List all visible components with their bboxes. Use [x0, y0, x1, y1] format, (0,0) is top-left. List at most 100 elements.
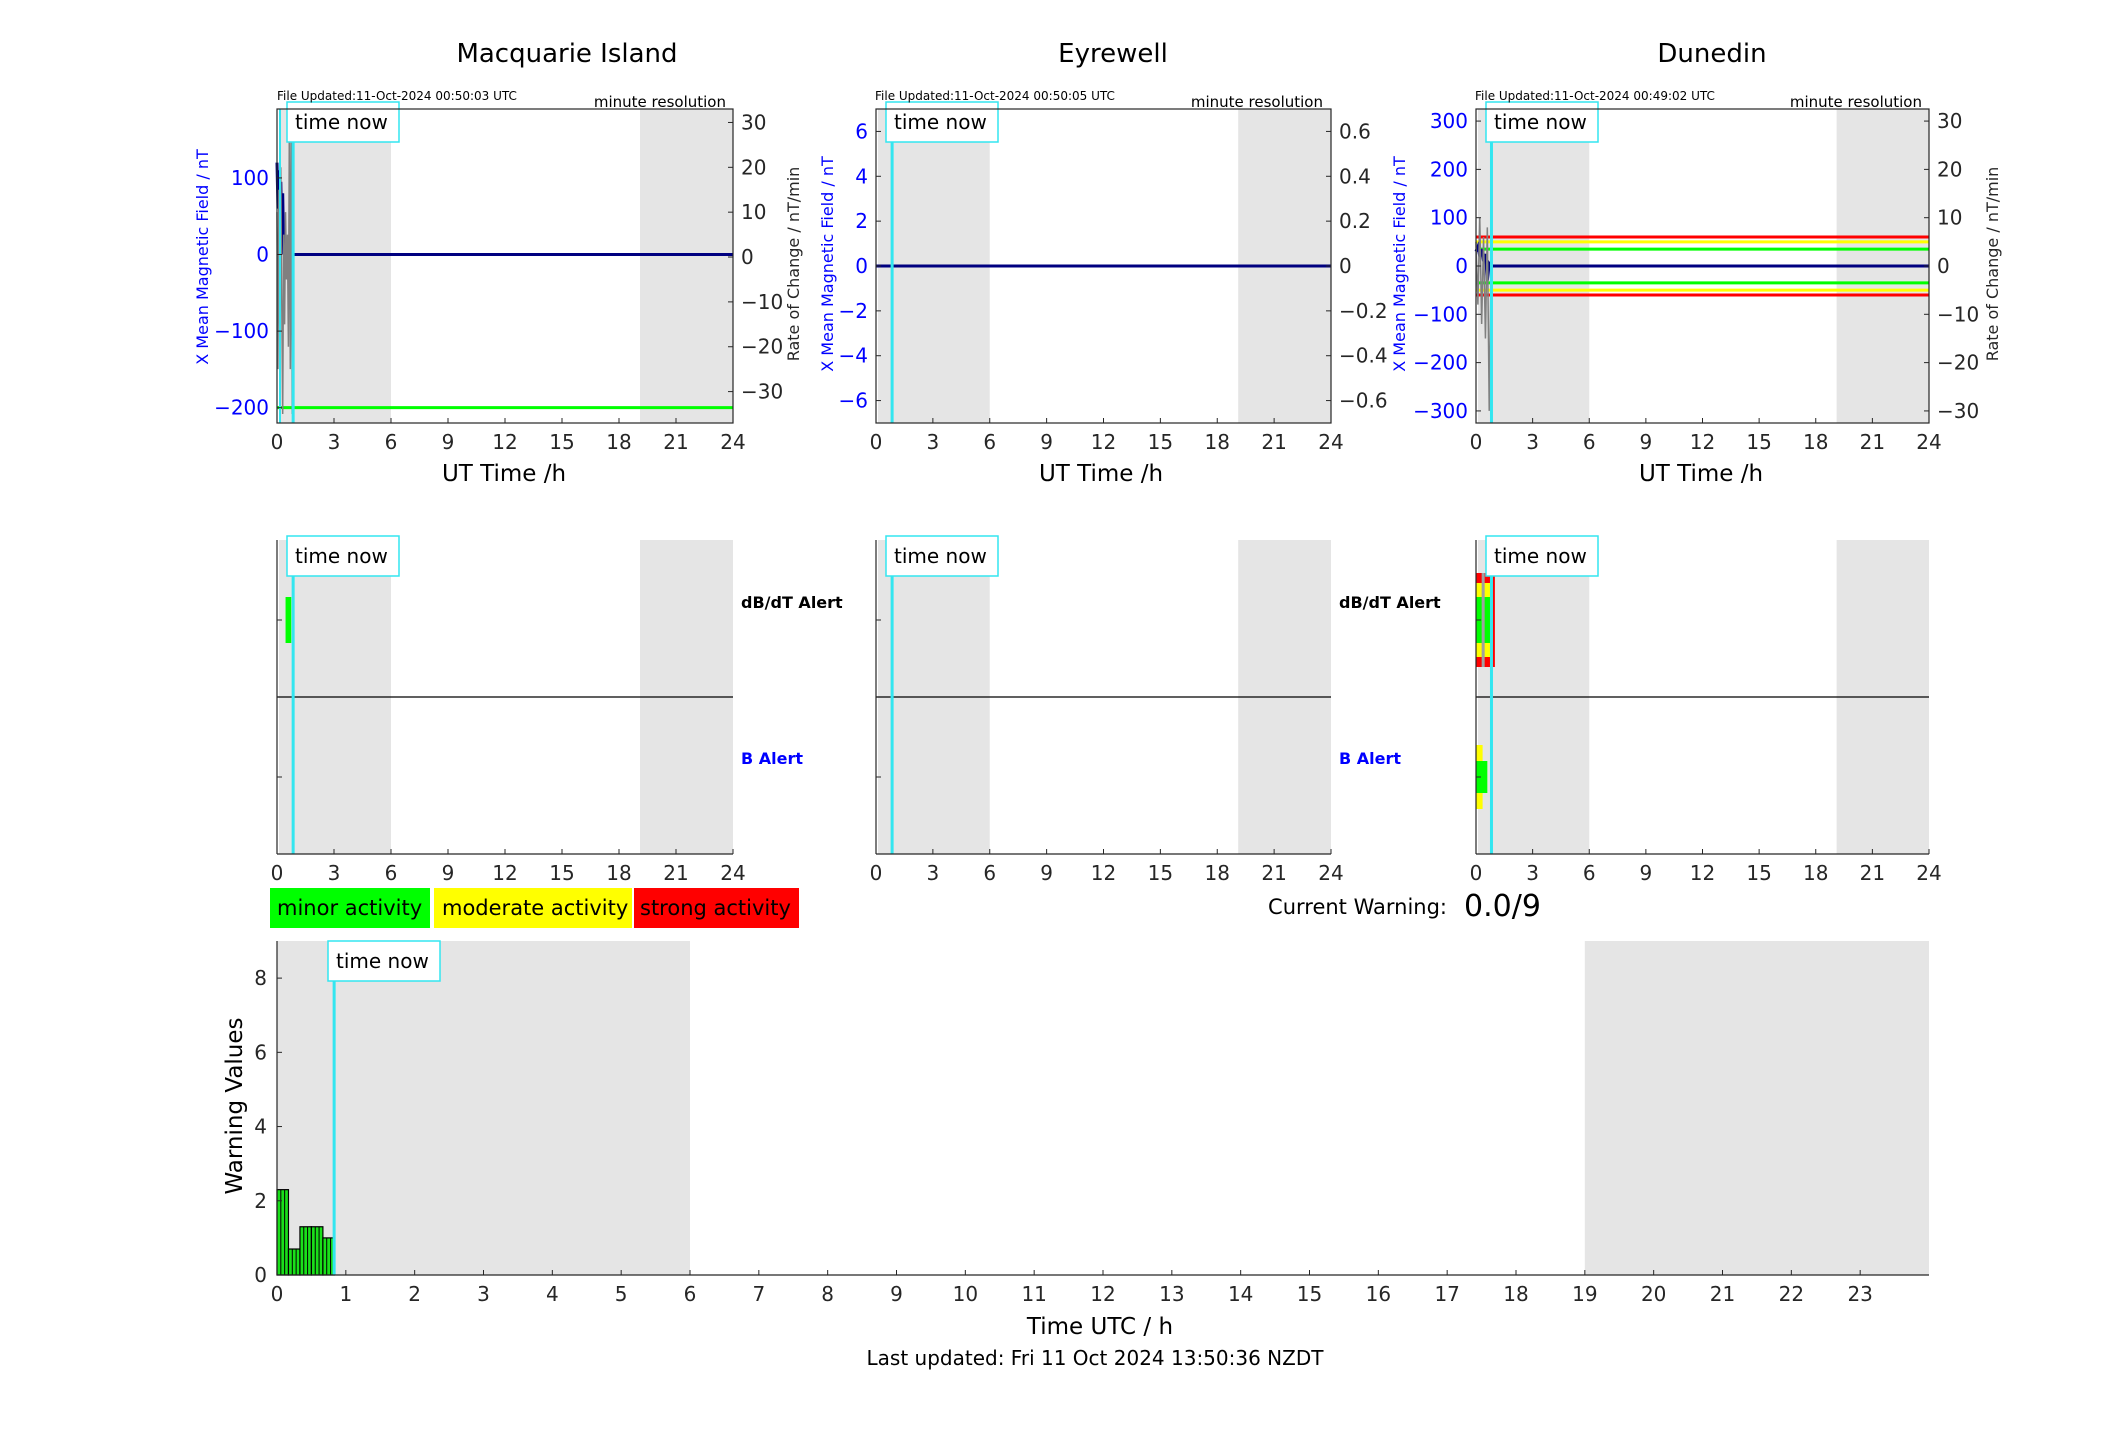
- rate-trace: [1475, 217, 1492, 411]
- activity-legend: minor activity moderate activity strong …: [270, 888, 799, 928]
- x-tick-label: 15: [1148, 430, 1173, 454]
- y-tick-label: 100: [1430, 206, 1468, 230]
- time-now-box: [1485, 535, 1599, 577]
- y-tick-label: −2: [839, 299, 868, 323]
- x-tick-label: 14: [1228, 1282, 1253, 1306]
- x-tick-label: 0: [1470, 861, 1483, 885]
- x-tick-label: 5: [615, 1282, 628, 1306]
- time-now-box: [885, 535, 999, 577]
- y-tick-label: 6: [855, 119, 868, 143]
- bottom-x-axis-label: Time UTC / h: [1026, 1314, 1173, 1340]
- x-tick-label: 9: [442, 430, 455, 454]
- time-now-label: time now: [1494, 544, 1587, 568]
- x-tick-label: 11: [1021, 1282, 1046, 1306]
- x-tick-label: 21: [663, 430, 688, 454]
- x-tick-label: 9: [442, 861, 455, 885]
- dbdt-alert-label-dunedin: dB/dT Alert: [1339, 593, 1441, 612]
- y-axis-label-macquarie: X Mean Magnetic Field / nT: [193, 149, 212, 365]
- y-tick-label: 0: [1455, 254, 1468, 278]
- b-alert-label-macquarie: B Alert: [741, 749, 803, 768]
- x-tick-label: 0: [271, 1282, 284, 1306]
- x-tick-label: 18: [606, 430, 631, 454]
- alert-panel-2: time now 0 3 6 9 12 15 18 21 24: [1470, 535, 1942, 885]
- x-tick-label: 15: [549, 861, 574, 885]
- x-tick-label: 13: [1159, 1282, 1184, 1306]
- x-tick-label: 15: [1746, 430, 1771, 454]
- y-tick-label: 200: [1430, 157, 1468, 181]
- station-title-macquarie: Macquarie Island: [456, 39, 677, 69]
- x-tick-label: 4: [546, 1282, 559, 1306]
- dbdt-alert-bar: [285, 597, 292, 643]
- dbdt-alert-gap: [1481, 573, 1485, 667]
- x-tick-label: 0: [271, 430, 284, 454]
- x-tick-label: 24: [720, 430, 745, 454]
- night-shading: [277, 941, 690, 1275]
- legend-moderate-label: moderate activity: [442, 896, 628, 920]
- x-tick-label: 12: [1091, 430, 1116, 454]
- y-tick-label: −300: [1413, 399, 1468, 423]
- y-tick-label: −4: [839, 344, 868, 368]
- y2-axis-label-dunedin: Rate of Change / nT/min: [1983, 167, 2002, 362]
- x-tick-label: 3: [1526, 430, 1539, 454]
- y2-tick-label: 0: [1937, 254, 1950, 278]
- alert-panel-1: time now 0 3 6 9 12 15 18 21 24: [870, 535, 1344, 885]
- x-tick-label: 6: [385, 861, 398, 885]
- y2-tick-label: −0.2: [1339, 299, 1388, 323]
- x-tick-label: 6: [983, 861, 996, 885]
- x-tick-label: 2: [408, 1282, 421, 1306]
- x-axis-label-macquarie: UT Time /h: [442, 461, 566, 487]
- x-tick-label: 6: [385, 430, 398, 454]
- y2-tick-label: 10: [741, 200, 766, 224]
- y2-tick-label: 0: [1339, 254, 1352, 278]
- x-tick-label: 7: [752, 1282, 765, 1306]
- x-tick-label: 16: [1366, 1282, 1391, 1306]
- time-now-label: time now: [336, 949, 429, 973]
- x-tick-label: 9: [1040, 861, 1053, 885]
- warning-bar: [287, 1248, 301, 1276]
- file-updated-macquarie: File Updated:11-Oct-2024 00:50:03 UTC: [277, 89, 517, 103]
- last-updated-label: Last updated: Fri 11 Oct 2024 13:50:36 N…: [867, 1346, 1325, 1370]
- x-tick-label: 18: [1503, 1282, 1528, 1306]
- x-tick-label: 15: [1148, 861, 1173, 885]
- x-tick-label: 6: [684, 1282, 697, 1306]
- x-tick-label: 24: [1916, 861, 1941, 885]
- b-alert-bar: [1476, 761, 1488, 793]
- current-warning-value: 0.0/9: [1464, 889, 1541, 924]
- x-tick-label: 12: [1690, 430, 1715, 454]
- y2-tick-label: −30: [1937, 399, 1979, 423]
- x-tick-label: 24: [1318, 861, 1343, 885]
- y-axis-label-eyrewell: X Mean Magnetic Field / nT: [818, 156, 837, 372]
- y-axis-label-dunedin: X Mean Magnetic Field / nT: [1390, 156, 1409, 372]
- y2-tick-label: −30: [741, 380, 783, 404]
- night-shading: [1584, 941, 1929, 1275]
- y-tick-label: 6: [254, 1040, 267, 1064]
- x-tick-label: 8: [821, 1282, 834, 1306]
- y2-tick-label: 30: [741, 110, 766, 134]
- x-tick-label: 24: [1318, 430, 1343, 454]
- x-tick-label: 18: [1803, 861, 1828, 885]
- x-tick-label: 18: [1803, 430, 1828, 454]
- y2-tick-label: 0.6: [1339, 119, 1371, 143]
- y-tick-label: −6: [839, 389, 868, 413]
- y-tick-label: 4: [254, 1115, 267, 1139]
- y2-tick-label: −10: [741, 290, 783, 314]
- y-tick-label: 2: [855, 209, 868, 233]
- x-tick-label: 17: [1434, 1282, 1459, 1306]
- warning-bar: [276, 1189, 290, 1276]
- x-tick-label: 3: [1526, 861, 1539, 885]
- x-tick-label: 23: [1847, 1282, 1872, 1306]
- x-tick-label: 21: [1261, 861, 1286, 885]
- x-tick-label: 3: [328, 861, 341, 885]
- time-now-label: time now: [295, 544, 388, 568]
- x-tick-label: 15: [1297, 1282, 1322, 1306]
- y-tick-label: 0: [256, 243, 269, 267]
- y2-tick-label: 0.2: [1339, 209, 1371, 233]
- b-alert-label-dunedin: B Alert: [1339, 749, 1401, 768]
- y2-tick-label: 0.4: [1339, 164, 1371, 188]
- x-tick-label: 22: [1779, 1282, 1804, 1306]
- x-tick-label: 0: [870, 861, 883, 885]
- x-tick-label: 0: [1470, 430, 1483, 454]
- time-now-label: time now: [894, 110, 987, 134]
